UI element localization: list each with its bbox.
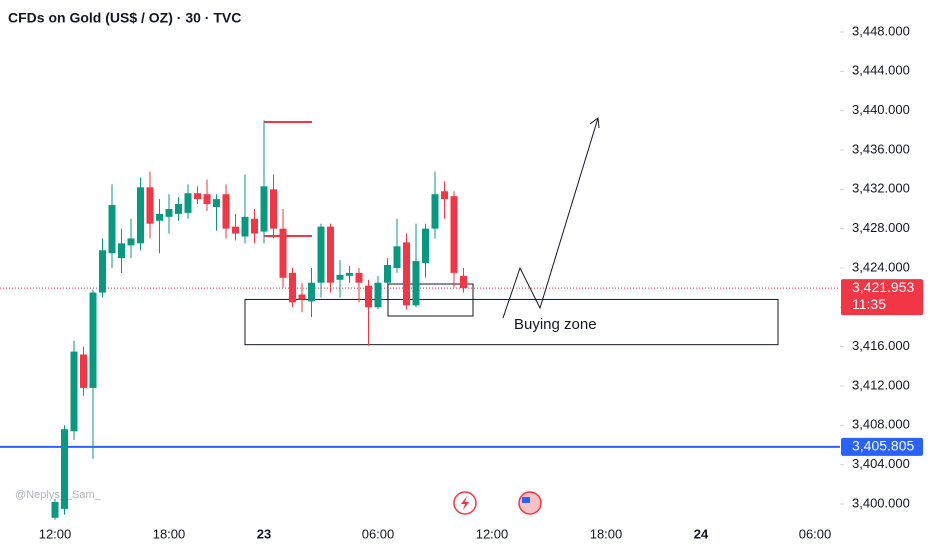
candle-body	[232, 226, 239, 234]
candle-body	[260, 186, 268, 232]
candle-body	[165, 208, 173, 217]
candle-body	[99, 250, 106, 293]
x-tick-label: 24	[694, 526, 709, 541]
candle-body	[431, 194, 439, 229]
event-icons	[453, 491, 542, 515]
candle-body	[393, 246, 401, 268]
y-tick-label: 3,400.000	[852, 495, 910, 510]
drawings	[264, 117, 600, 319]
price-label-box	[841, 279, 923, 316]
candle-body	[336, 274, 344, 280]
candle-body	[127, 238, 135, 246]
candle-body	[308, 282, 315, 302]
candle-body	[184, 193, 192, 213]
candle-body	[137, 187, 144, 244]
candle-body	[355, 272, 363, 283]
candle-body	[51, 502, 59, 518]
candle-body	[346, 272, 353, 276]
price-label-box	[841, 437, 923, 456]
y-tick-label: 3,440.000	[852, 102, 910, 117]
candle-body	[441, 191, 448, 200]
watermark: @Neplys__Sam_	[15, 489, 102, 501]
candle-body	[317, 226, 325, 283]
candle-body	[412, 261, 420, 306]
x-tick-label: 06:00	[362, 526, 395, 541]
arrow-head	[589, 117, 600, 129]
y-tick-label: 3,448.000	[852, 23, 910, 38]
arrow-path	[502, 117, 599, 319]
candle-body	[146, 187, 154, 224]
candle-body	[450, 196, 458, 273]
candle-body	[403, 242, 410, 306]
background-layer	[0, 287, 840, 448]
candle-body	[365, 285, 372, 308]
y-tick-label: 3,432.000	[852, 181, 910, 196]
candle-body	[156, 213, 163, 221]
price-countdown: 11:35	[852, 296, 886, 312]
x-tick-label: 12:00	[476, 526, 509, 541]
price-label: 3,405.805	[852, 438, 914, 454]
y-tick-label: 3,404.000	[852, 456, 910, 471]
x-tick-label: 18:00	[153, 526, 186, 541]
y-tick-label: 3,436.000	[852, 141, 910, 156]
candle-body	[213, 199, 220, 207]
y-tick-label: 3,444.000	[852, 63, 910, 78]
candle-body	[422, 228, 429, 264]
candle-body	[251, 218, 258, 234]
candle-body	[270, 189, 277, 229]
candle-body	[460, 275, 467, 289]
candle-body	[384, 265, 391, 283]
small-box	[387, 283, 474, 317]
candle-body	[118, 243, 125, 259]
y-tick-label: 3,428.000	[852, 220, 910, 235]
candle-body	[108, 205, 116, 254]
chart-title: CFDs on Gold (US$ / OZ) · 30 · TVC	[8, 10, 241, 26]
x-tick-label: 23	[257, 526, 271, 541]
candle-body	[61, 429, 68, 509]
candle-body	[374, 282, 382, 308]
flag-canton	[522, 497, 530, 503]
x-tick-label: 18:00	[590, 526, 623, 541]
y-tick-label: 3,424.000	[852, 259, 910, 274]
event-icon-glyph	[461, 496, 469, 510]
candle-body	[241, 216, 249, 237]
buying-zone-label: Buying zone	[514, 316, 597, 333]
y-tick-label: 3,408.000	[852, 417, 910, 432]
price-label: 3,421.953	[852, 279, 914, 295]
candle-body	[298, 294, 306, 300]
candle-body	[89, 292, 97, 388]
x-tick-label: 06:00	[799, 526, 832, 541]
candle-body	[175, 204, 182, 214]
x-tick-label: 12:00	[39, 526, 72, 541]
candle-body	[222, 194, 230, 229]
candle-body	[279, 228, 287, 278]
candle-body	[289, 272, 296, 303]
candle-body	[194, 193, 201, 200]
buying-zone	[244, 298, 779, 346]
candle-body	[80, 354, 87, 388]
candle-body	[203, 194, 211, 205]
candle-body	[327, 226, 334, 283]
y-tick-label: 3,416.000	[852, 338, 910, 353]
candle-body	[70, 351, 78, 432]
y-tick-label: 3,412.000	[852, 377, 910, 392]
